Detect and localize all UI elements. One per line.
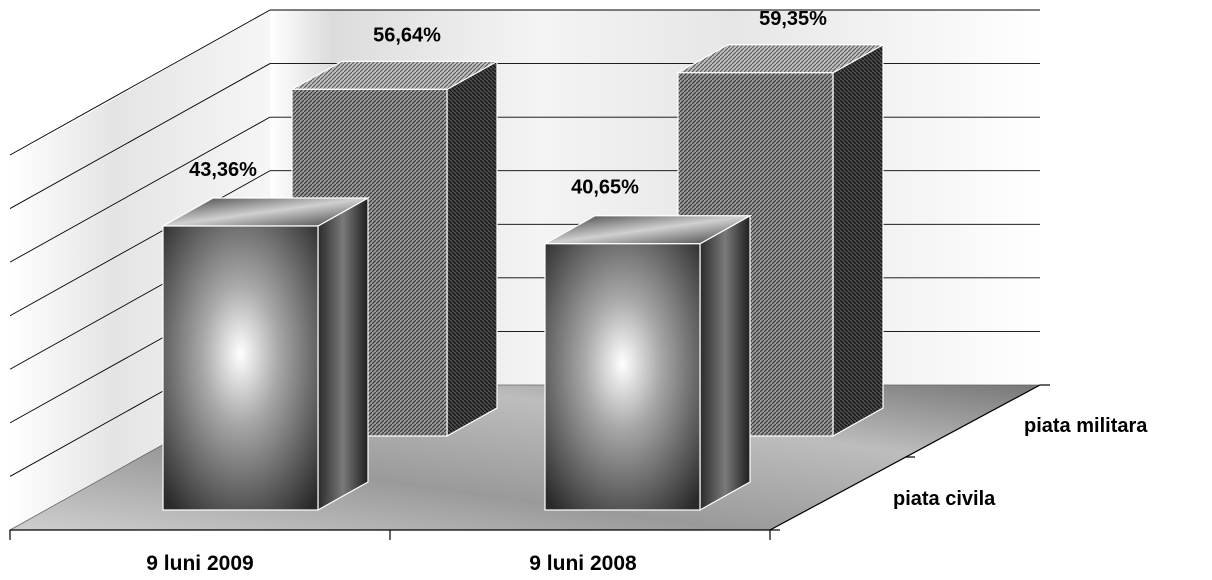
labels: 56,64% 59,35% 43,36% 40,65% 9 luni 2009 9 lun… (146, 8, 1148, 575)
bar-piata-civila-0 (160, 196, 371, 512)
bar-side (699, 214, 751, 512)
gridline (9, 116, 271, 263)
data-label: 59,35% (759, 8, 827, 30)
gridline (9, 170, 271, 317)
data-label: 40,65% (571, 177, 639, 199)
bar-front (544, 243, 701, 511)
series-label: piata civila (893, 488, 996, 510)
bar-front (162, 225, 319, 511)
data-label: 43,36% (189, 159, 257, 181)
bar-piata-militara-1 (675, 43, 886, 438)
gridline (9, 63, 271, 209)
bar-piata-civila-1 (542, 214, 753, 512)
category-label: 9 luni 2009 (146, 552, 253, 575)
bar-side (832, 43, 884, 438)
data-label: 56,64% (373, 24, 441, 46)
series-label: piata militara (1024, 415, 1148, 437)
bar-side (317, 196, 369, 512)
category-label: 9 luni 2008 (529, 552, 637, 575)
bars (160, 43, 886, 512)
bar-side (446, 60, 498, 438)
gridline (9, 9, 271, 156)
